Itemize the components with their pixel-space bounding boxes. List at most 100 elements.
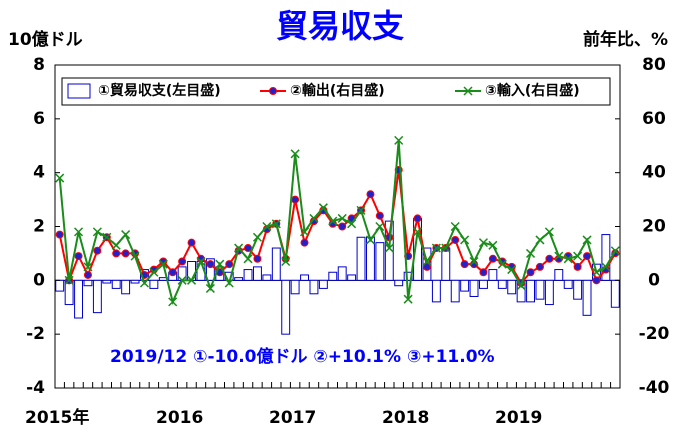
marker [338, 222, 347, 231]
marker [55, 173, 65, 183]
marker [121, 230, 131, 240]
legend-marker [269, 87, 277, 95]
marker [601, 262, 611, 272]
y2-tick-label: 40 [642, 163, 666, 183]
legend-label: ③輸入(右目盛) [485, 82, 580, 99]
bar [121, 279, 131, 295]
y2-tick-label: 0 [648, 270, 660, 290]
marker [582, 235, 592, 245]
legend-label: ①貿易収支(左目盛) [98, 82, 221, 99]
marker [93, 246, 102, 255]
bar [234, 277, 244, 281]
marker [215, 259, 225, 269]
legend-label: ②輸出(右目盛) [290, 82, 385, 99]
marker [318, 203, 328, 213]
marker [422, 256, 432, 267]
y2-tick-label: -20 [639, 324, 670, 344]
marker [366, 190, 375, 199]
marker [234, 243, 244, 253]
marker [196, 256, 206, 267]
bar [74, 279, 83, 319]
plot-layer [55, 135, 620, 335]
marker [121, 249, 130, 258]
bar [102, 279, 112, 284]
marker [460, 260, 469, 269]
y-tick-label: 8 [33, 55, 45, 75]
marker [384, 243, 394, 253]
marker [591, 267, 601, 277]
legend-swatch [67, 83, 91, 99]
marker [158, 259, 168, 269]
bar [563, 279, 573, 289]
marker [187, 238, 196, 247]
bar [431, 279, 441, 303]
bar [92, 279, 102, 314]
bar [441, 247, 451, 281]
marker [178, 257, 187, 266]
marker [206, 260, 215, 269]
marker [139, 278, 149, 288]
bar [610, 279, 620, 308]
marker [610, 246, 620, 256]
bar [544, 279, 554, 306]
line [58, 169, 617, 285]
marker [64, 275, 74, 285]
bar [460, 279, 470, 292]
marker [469, 256, 479, 267]
marker [309, 213, 319, 223]
legend-box [61, 77, 611, 106]
marker [262, 221, 272, 232]
marker [225, 260, 234, 269]
marker [441, 243, 451, 253]
marker [168, 268, 177, 277]
marker [168, 297, 178, 307]
marker [74, 227, 84, 237]
marker [83, 262, 93, 272]
marker [83, 270, 92, 279]
bar [394, 279, 404, 287]
plot-frame [54, 64, 621, 389]
marker [431, 243, 441, 253]
y2-tick-label: 20 [642, 217, 666, 237]
marker [526, 248, 536, 258]
bar [271, 247, 281, 281]
marker [271, 219, 281, 229]
marker [187, 275, 197, 285]
bar [205, 258, 215, 281]
marker [130, 251, 140, 261]
bar [573, 279, 583, 300]
marker [488, 240, 498, 250]
marker [55, 230, 64, 239]
marker [356, 205, 366, 215]
marker [92, 227, 102, 237]
y-tick-label: 4 [33, 163, 45, 183]
marker [111, 240, 121, 250]
marker [337, 213, 347, 223]
bar [469, 279, 479, 297]
marker [290, 149, 300, 159]
marker [451, 235, 460, 244]
y-tick-label: 6 [33, 109, 45, 129]
bar [375, 242, 385, 281]
marker [592, 276, 601, 285]
bar [290, 279, 300, 295]
bar [253, 266, 262, 281]
marker [300, 238, 309, 247]
x-tick-label: 2019 [495, 408, 542, 428]
marker [365, 235, 375, 245]
bar [384, 220, 394, 281]
bar [601, 234, 611, 281]
y2-tick-label: 80 [642, 55, 666, 75]
marker [516, 281, 526, 291]
marker [554, 251, 564, 261]
marker [243, 254, 253, 264]
marker [375, 211, 384, 220]
marker [413, 227, 423, 237]
bar [281, 279, 291, 335]
marker [497, 259, 507, 269]
marker [328, 216, 338, 226]
marker [544, 227, 554, 237]
y-tick-label: -2 [26, 324, 45, 344]
marker [244, 244, 253, 253]
marker [413, 214, 422, 223]
